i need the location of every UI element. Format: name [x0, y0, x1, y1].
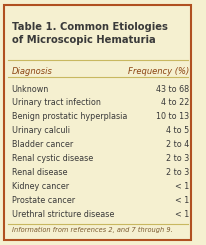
Text: Information from references 2, and 7 through 9.: Information from references 2, and 7 thr… — [12, 227, 172, 233]
Text: 2 to 4: 2 to 4 — [166, 140, 190, 149]
Text: Benign prostatic hyperplasia: Benign prostatic hyperplasia — [12, 112, 127, 122]
Text: 2 to 3: 2 to 3 — [166, 154, 190, 163]
Text: Bladder cancer: Bladder cancer — [12, 140, 73, 149]
Text: Urinary calculi: Urinary calculi — [12, 126, 70, 135]
Text: Renal cystic disease: Renal cystic disease — [12, 154, 93, 163]
Text: Renal disease: Renal disease — [12, 168, 67, 177]
Text: 4 to 22: 4 to 22 — [161, 98, 190, 108]
Text: Frequency (%): Frequency (%) — [128, 67, 190, 76]
Text: 4 to 5: 4 to 5 — [166, 126, 190, 135]
Text: Diagnosis: Diagnosis — [12, 67, 53, 76]
Text: Urethral stricture disease: Urethral stricture disease — [12, 210, 114, 219]
Text: Unknown: Unknown — [12, 85, 49, 94]
Text: Table 1. Common Etiologies
of Microscopic Hematuria: Table 1. Common Etiologies of Microscopi… — [12, 22, 168, 45]
Text: Urinary tract infection: Urinary tract infection — [12, 98, 101, 108]
Text: < 1: < 1 — [175, 210, 190, 219]
Text: 43 to 68: 43 to 68 — [156, 85, 190, 94]
Text: Prostate cancer: Prostate cancer — [12, 196, 75, 205]
FancyBboxPatch shape — [4, 5, 191, 240]
Text: Kidney cancer: Kidney cancer — [12, 182, 69, 191]
Text: < 1: < 1 — [175, 182, 190, 191]
Text: 2 to 3: 2 to 3 — [166, 168, 190, 177]
Text: 10 to 13: 10 to 13 — [156, 112, 190, 122]
Text: < 1: < 1 — [175, 196, 190, 205]
